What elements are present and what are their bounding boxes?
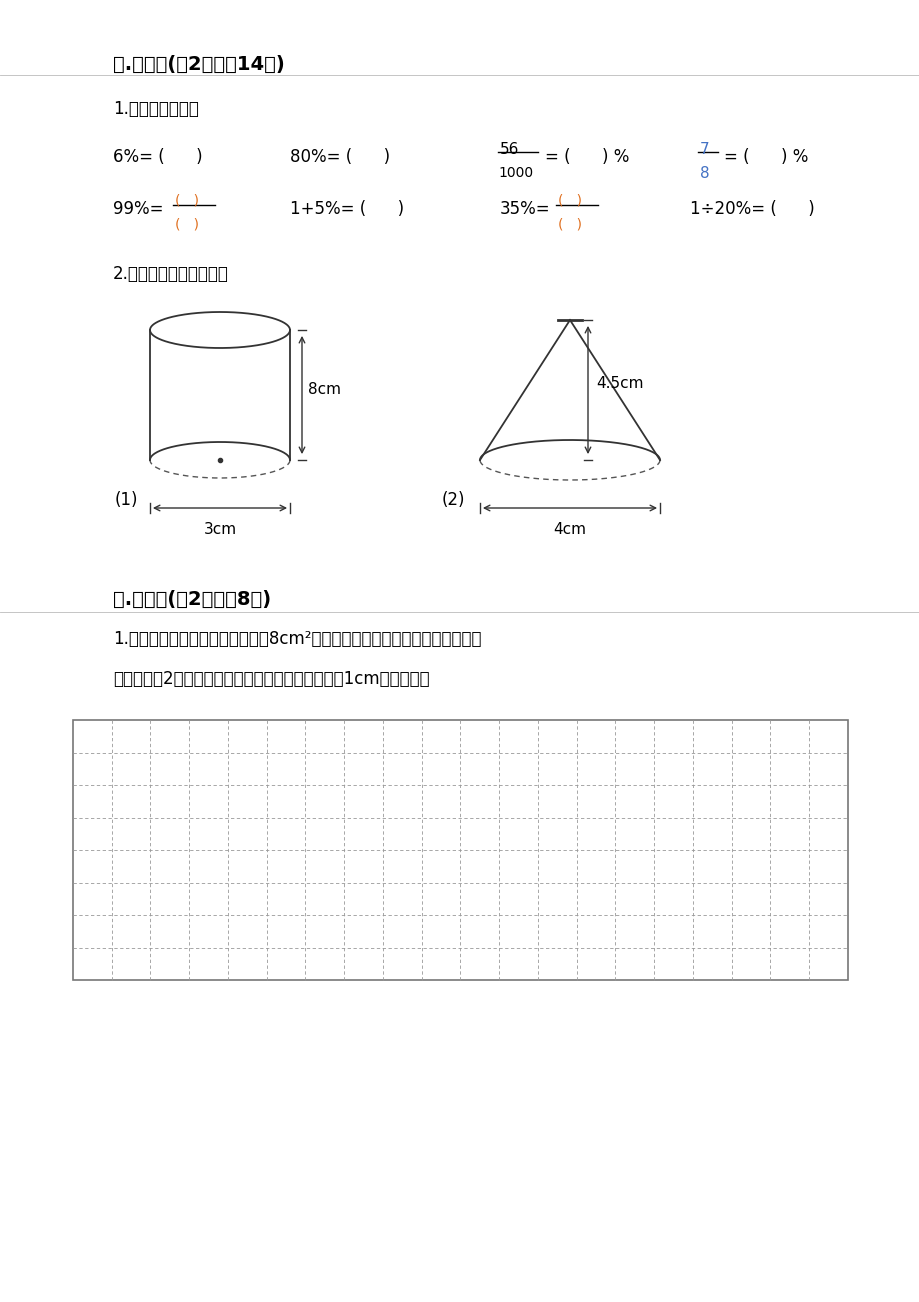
- Text: 80%= (      ): 80%= ( ): [289, 148, 390, 165]
- Text: 四.计算题(共2题，共14分): 四.计算题(共2题，共14分): [113, 55, 285, 74]
- Text: 4cm: 4cm: [553, 522, 586, 536]
- Text: 2.计算下列图形的体积。: 2.计算下列图形的体积。: [113, 266, 229, 283]
- Bar: [73, 720, 847, 980]
- Text: 7: 7: [699, 142, 709, 158]
- Text: 1÷20%= (      ): 1÷20%= ( ): [689, 201, 814, 217]
- Text: 1.直接写出答案。: 1.直接写出答案。: [113, 100, 199, 118]
- Text: (1): (1): [115, 491, 139, 509]
- Text: = (      ) %: = ( ) %: [544, 148, 629, 165]
- Text: (   ): ( ): [175, 217, 199, 230]
- Text: 35%=: 35%=: [499, 201, 550, 217]
- Text: (2): (2): [441, 491, 465, 509]
- Text: 6%= (      ): 6%= ( ): [113, 148, 202, 165]
- Text: 8: 8: [699, 165, 709, 181]
- Text: 56: 56: [499, 142, 519, 158]
- Text: 五.作图题(共2题，共8分): 五.作图题(共2题，共8分): [113, 590, 271, 609]
- Text: 8cm: 8cm: [308, 381, 341, 397]
- Text: 1+5%= (      ): 1+5%= ( ): [289, 201, 403, 217]
- Text: 99%=: 99%=: [113, 201, 164, 217]
- Text: 1000: 1000: [497, 165, 532, 180]
- Text: (   ): ( ): [558, 194, 582, 208]
- Text: = (      ) %: = ( ) %: [723, 148, 808, 165]
- Text: 大到原来的2倍，画出图形。（每个方格代表边长为1cm的正方形）: 大到原来的2倍，画出图形。（每个方格代表边长为1cm的正方形）: [113, 671, 429, 687]
- Text: (   ): ( ): [558, 217, 582, 230]
- Text: (   ): ( ): [175, 194, 199, 208]
- Text: 1.在下面的方格纸中画一个面积是8cm²的长方形，再把这个长方形的各边长扩: 1.在下面的方格纸中画一个面积是8cm²的长方形，再把这个长方形的各边长扩: [113, 630, 481, 648]
- Text: 3cm: 3cm: [203, 522, 236, 536]
- Text: 4.5cm: 4.5cm: [596, 376, 642, 392]
